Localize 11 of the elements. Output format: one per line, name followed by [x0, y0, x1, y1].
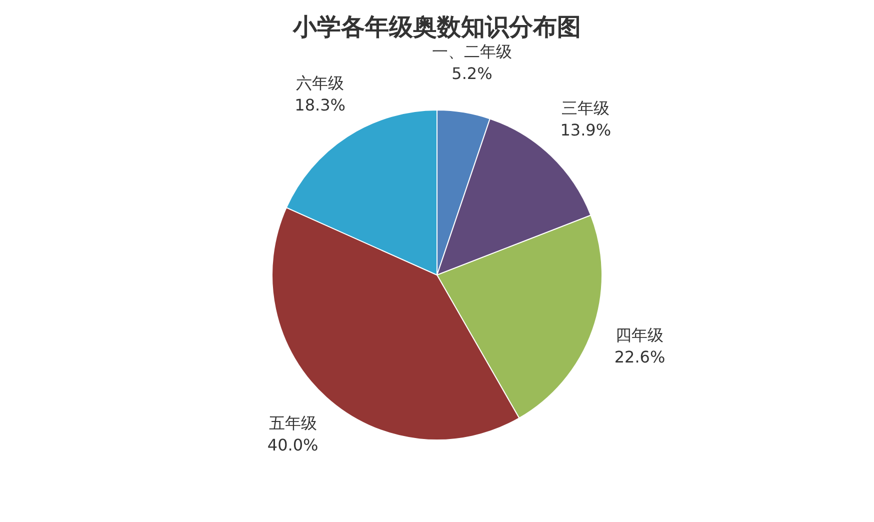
data-label: 22.6% — [614, 348, 666, 367]
slice-label: 六年级 — [296, 74, 344, 93]
slice-label: 五年级 — [268, 413, 317, 432]
data-label: 18.3% — [294, 96, 346, 115]
chart-title: 小学各年级奥数知识分布图 — [292, 12, 581, 41]
data-label: 13.9% — [560, 120, 612, 140]
slice-label: 三年级 — [562, 98, 610, 118]
slice-label: 四年级 — [616, 326, 664, 345]
data-label: 40.0% — [267, 435, 318, 454]
slice-label: 一、二年级 — [432, 42, 512, 61]
data-label: 5.2% — [452, 64, 492, 83]
